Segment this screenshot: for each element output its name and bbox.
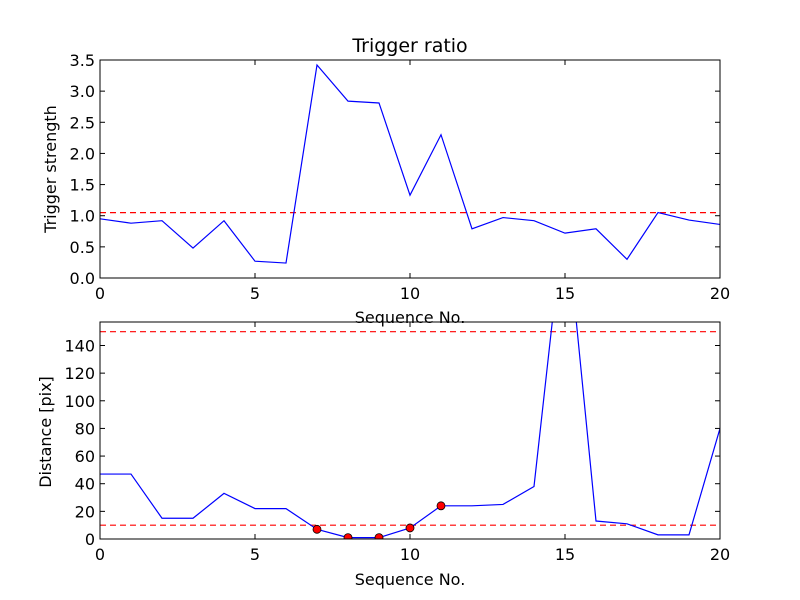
y-tick-label: 120 (64, 364, 95, 383)
series-line (100, 63, 720, 264)
x-tick-label: 0 (95, 545, 105, 564)
data-marker (343, 533, 353, 539)
y-tick-label: 0.0 (70, 269, 95, 288)
y-tick-label: 0.5 (70, 238, 95, 257)
y-tick-label: 60 (75, 447, 95, 466)
y-tick-label: 1.5 (70, 176, 95, 195)
y-tick-label: 140 (64, 336, 95, 355)
x-tick-label: 20 (710, 545, 730, 564)
series-line (100, 322, 720, 539)
axes-frame (99, 321, 721, 540)
y-tick-label: 2.5 (70, 113, 95, 132)
trigger-ratio-plot: Trigger ratio Sequence No. Trigger stren… (41, 35, 730, 327)
y-tick-label: 3.5 (70, 51, 95, 70)
x-tick-label: 15 (555, 284, 575, 303)
y-axis-label: Trigger strength (41, 105, 60, 234)
y-tick-label: 100 (64, 392, 95, 411)
x-tick-label: 5 (250, 545, 260, 564)
plot-area (100, 63, 720, 264)
data-marker (312, 524, 322, 534)
x-tick-label: 15 (555, 545, 575, 564)
x-axis-label: Sequence No. (355, 570, 466, 589)
x-tick-label: 10 (400, 284, 420, 303)
distance-plot: Sequence No. Distance [pix] 0 5 10 15 20 0 20 4… (36, 321, 730, 589)
y-tick-label: 20 (75, 502, 95, 521)
x-tick-label: 5 (250, 284, 260, 303)
x-tick-label: 0 (95, 284, 105, 303)
y-tick-label: 80 (75, 419, 95, 438)
x-tick-label: 20 (710, 284, 730, 303)
data-marker (374, 533, 384, 539)
data-marker (436, 501, 446, 511)
y-tick-label: 2.0 (70, 144, 95, 163)
y-tick-label: 0 (85, 530, 95, 549)
plot-area (100, 322, 720, 539)
y-tick-label: 1.0 (70, 207, 95, 226)
y-axis-label: Distance [pix] (36, 376, 55, 488)
axes-frame (99, 59, 721, 279)
data-marker (405, 523, 415, 533)
chart-title: Trigger ratio (351, 35, 467, 57)
x-tick-label: 10 (400, 545, 420, 564)
y-tick-label: 40 (75, 475, 95, 494)
y-tick-label: 3.0 (70, 82, 95, 101)
